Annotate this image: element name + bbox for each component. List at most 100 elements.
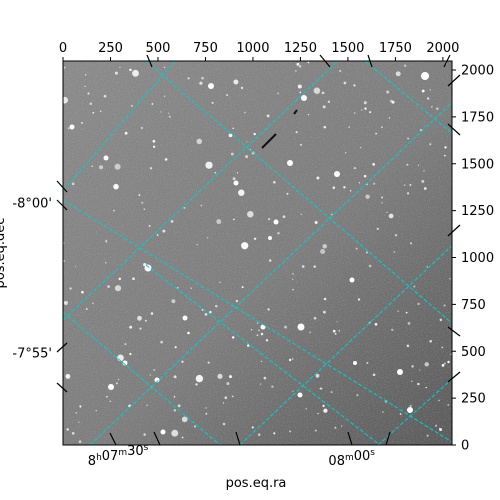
star <box>253 132 256 136</box>
star <box>63 260 66 262</box>
wcs-tick <box>56 180 68 193</box>
star <box>376 227 379 231</box>
bright-star <box>268 236 272 240</box>
star <box>224 396 228 400</box>
bright-star <box>160 429 166 435</box>
star <box>222 402 225 404</box>
star <box>195 383 198 386</box>
star <box>114 71 118 75</box>
star <box>249 148 251 151</box>
star <box>403 64 407 67</box>
star <box>253 237 257 241</box>
star <box>229 375 232 379</box>
star <box>130 104 133 107</box>
grid-line <box>63 311 221 445</box>
star <box>246 344 250 347</box>
star <box>340 425 343 427</box>
star <box>421 180 425 183</box>
star <box>439 318 443 322</box>
star <box>241 286 244 289</box>
star <box>240 86 244 90</box>
star <box>386 90 390 94</box>
grid-line <box>239 244 452 445</box>
bright-star <box>421 72 429 80</box>
star <box>406 163 409 166</box>
star <box>153 369 156 371</box>
star <box>236 172 239 174</box>
star <box>105 239 107 242</box>
star <box>145 319 147 322</box>
star <box>205 407 207 409</box>
star <box>173 409 177 412</box>
star <box>301 265 305 268</box>
star <box>355 247 358 250</box>
star <box>117 378 120 381</box>
star <box>292 288 294 291</box>
star <box>250 328 253 331</box>
star <box>109 400 112 403</box>
star <box>292 273 294 275</box>
star <box>65 373 71 379</box>
star <box>194 425 196 428</box>
star <box>263 376 267 380</box>
star <box>168 115 171 118</box>
dark-streak <box>261 133 277 149</box>
star <box>156 234 159 236</box>
star <box>238 189 245 196</box>
star <box>405 311 408 314</box>
star <box>360 109 363 111</box>
star <box>417 302 420 306</box>
star <box>78 421 80 423</box>
star <box>206 237 209 239</box>
star <box>181 436 184 439</box>
star <box>143 433 146 436</box>
star <box>265 339 269 342</box>
wcs-tick <box>109 432 117 446</box>
grid-line <box>63 61 176 192</box>
star <box>256 322 259 324</box>
star <box>113 209 115 212</box>
star <box>103 94 107 98</box>
star <box>336 321 338 323</box>
star <box>424 362 429 367</box>
star <box>85 308 88 310</box>
star <box>444 154 446 157</box>
star <box>393 251 396 253</box>
star <box>257 433 261 436</box>
dec-tick-label: -8°00' <box>12 197 52 212</box>
star <box>67 127 70 130</box>
star <box>407 322 411 325</box>
star <box>372 373 376 377</box>
star <box>177 404 181 408</box>
wcs-tick <box>153 431 161 446</box>
star <box>375 132 377 135</box>
star <box>409 183 412 186</box>
star <box>406 344 410 348</box>
star <box>81 290 84 294</box>
star <box>394 234 398 237</box>
grid-line <box>63 61 339 321</box>
star <box>163 66 166 69</box>
star <box>230 152 234 156</box>
star <box>441 364 445 367</box>
star <box>99 110 102 113</box>
star <box>63 96 68 104</box>
star <box>313 265 316 268</box>
star <box>365 194 370 199</box>
star <box>183 206 186 209</box>
wcs-tick <box>443 54 451 68</box>
star <box>388 117 391 119</box>
right-tick-label: 750 <box>461 298 486 313</box>
star <box>317 412 319 415</box>
wcs-tick <box>447 224 461 237</box>
star <box>397 310 399 312</box>
star <box>75 412 78 414</box>
star <box>300 144 302 146</box>
star <box>277 232 280 235</box>
top-tick-label: 1750 <box>379 41 412 56</box>
star <box>74 265 77 267</box>
star <box>322 404 325 408</box>
star <box>269 259 272 262</box>
bright-star <box>233 180 239 186</box>
star <box>417 164 420 167</box>
